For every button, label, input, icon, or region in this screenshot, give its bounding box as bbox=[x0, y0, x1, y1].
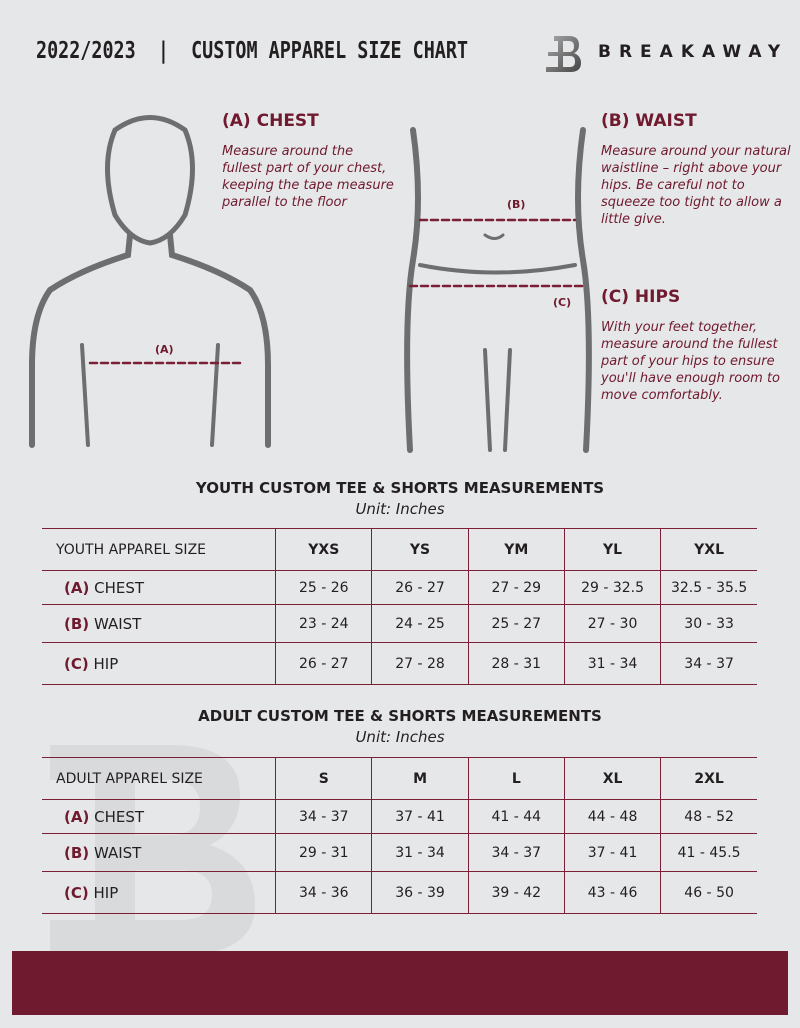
cell: 27 - 28 bbox=[371, 642, 469, 685]
row-label: (B) WAIST bbox=[64, 843, 142, 862]
brand-name: BREAKAWAY bbox=[598, 42, 789, 62]
cell: 25 - 27 bbox=[467, 604, 565, 643]
upper-body-figure bbox=[29, 115, 271, 448]
row-label: (B) WAIST bbox=[64, 614, 142, 633]
adult-table-unit: Unit: Inches bbox=[355, 728, 445, 746]
header-cell: YM bbox=[467, 528, 565, 571]
cell: 29 - 32.5 bbox=[563, 570, 661, 605]
lower-body-figure bbox=[404, 127, 592, 453]
hips-heading: (C) HIPS bbox=[601, 287, 681, 307]
row-label: (C) HIP bbox=[64, 883, 119, 902]
cell: 34 - 37 bbox=[660, 642, 757, 685]
cell: 29 - 31 bbox=[275, 833, 372, 872]
page-title: 2022/2023 | CUSTOM APPAREL SIZE CHART bbox=[36, 38, 469, 64]
cell: 41 - 44 bbox=[467, 799, 565, 834]
watermark-logo bbox=[50, 745, 255, 955]
cell: 34 - 37 bbox=[275, 799, 372, 834]
header-cell: YS bbox=[371, 528, 469, 571]
waist-marker: (B) bbox=[507, 198, 526, 211]
header-cell: YL bbox=[563, 528, 661, 571]
cell: 32.5 - 35.5 bbox=[660, 570, 757, 605]
cell: 43 - 46 bbox=[563, 871, 661, 914]
row-label: (A) CHEST bbox=[64, 807, 145, 826]
table-row: (A) CHEST 25 - 26 26 - 27 27 - 29 29 - 3… bbox=[42, 570, 757, 605]
header-cell: L bbox=[467, 757, 565, 800]
youth-size-table: YOUTH APPAREL SIZE YXS YS YM YL YXL (A) … bbox=[42, 528, 757, 685]
cell: 36 - 39 bbox=[371, 871, 469, 914]
cell: 25 - 26 bbox=[275, 570, 372, 605]
table-row: (C) HIP 26 - 27 27 - 28 28 - 31 31 - 34 … bbox=[42, 642, 757, 685]
cell: 39 - 42 bbox=[467, 871, 565, 914]
table-header-row: YOUTH APPAREL SIZE YXS YS YM YL YXL bbox=[42, 528, 757, 571]
waist-text: Measure around your natural waistline – … bbox=[601, 144, 791, 227]
cell: 46 - 50 bbox=[660, 871, 757, 914]
cell: 37 - 41 bbox=[563, 833, 661, 872]
cell: 41 - 45.5 bbox=[660, 833, 757, 872]
cell: 44 - 48 bbox=[563, 799, 661, 834]
cell: 37 - 41 bbox=[371, 799, 469, 834]
footer-bar bbox=[12, 951, 788, 1015]
cell: 31 - 34 bbox=[371, 833, 469, 872]
waist-heading: (B) WAIST bbox=[601, 111, 697, 131]
header-cell: YXS bbox=[275, 528, 372, 571]
chest-marker: (A) bbox=[155, 343, 174, 356]
youth-table-title: YOUTH CUSTOM TEE & SHORTS MEASUREMENTS bbox=[195, 479, 605, 497]
row-label: (A) CHEST bbox=[64, 578, 145, 597]
cell: 26 - 27 bbox=[275, 642, 372, 685]
row-label: (C) HIP bbox=[64, 654, 119, 673]
table-row: (C) HIP 34 - 36 36 - 39 39 - 42 43 - 46 … bbox=[42, 871, 757, 914]
adult-table-title: ADULT CUSTOM TEE & SHORTS MEASUREMENTS bbox=[198, 707, 602, 725]
cell: 48 - 52 bbox=[660, 799, 757, 834]
adult-size-table: ADULT APPAREL SIZE S M L XL 2XL (A) CHES… bbox=[42, 757, 757, 914]
cell: 31 - 34 bbox=[563, 642, 661, 685]
header-cell: ADULT APPAREL SIZE bbox=[56, 770, 203, 787]
header-cell: YOUTH APPAREL SIZE bbox=[56, 541, 207, 558]
youth-table-unit: Unit: Inches bbox=[355, 500, 445, 518]
cell: 27 - 29 bbox=[467, 570, 565, 605]
header-cell: XL bbox=[563, 757, 661, 800]
header-cell: S bbox=[275, 757, 372, 800]
hips-marker: (C) bbox=[553, 296, 572, 309]
table-row: (A) CHEST 34 - 37 37 - 41 41 - 44 44 - 4… bbox=[42, 799, 757, 834]
cell: 27 - 30 bbox=[563, 604, 661, 643]
cell: 34 - 36 bbox=[275, 871, 372, 914]
header-cell: 2XL bbox=[660, 757, 757, 800]
cell: 28 - 31 bbox=[467, 642, 565, 685]
chest-text: Measure around the fullest part of your … bbox=[222, 144, 394, 210]
table-header-row: ADULT APPAREL SIZE S M L XL 2XL bbox=[42, 757, 757, 800]
cell: 30 - 33 bbox=[660, 604, 757, 643]
table-row: (B) WAIST 29 - 31 31 - 34 34 - 37 37 - 4… bbox=[42, 833, 757, 872]
chest-heading: (A) CHEST bbox=[222, 111, 319, 131]
cell: 24 - 25 bbox=[371, 604, 469, 643]
header-cell: M bbox=[371, 757, 469, 800]
header-cell: YXL bbox=[660, 528, 757, 571]
breakaway-logo-icon bbox=[546, 36, 581, 72]
cell: 26 - 27 bbox=[371, 570, 469, 605]
cell: 34 - 37 bbox=[467, 833, 565, 872]
table-row: (B) WAIST 23 - 24 24 - 25 25 - 27 27 - 3… bbox=[42, 604, 757, 643]
cell: 23 - 24 bbox=[275, 604, 372, 643]
hips-text: With your feet together, measure around … bbox=[601, 320, 780, 403]
